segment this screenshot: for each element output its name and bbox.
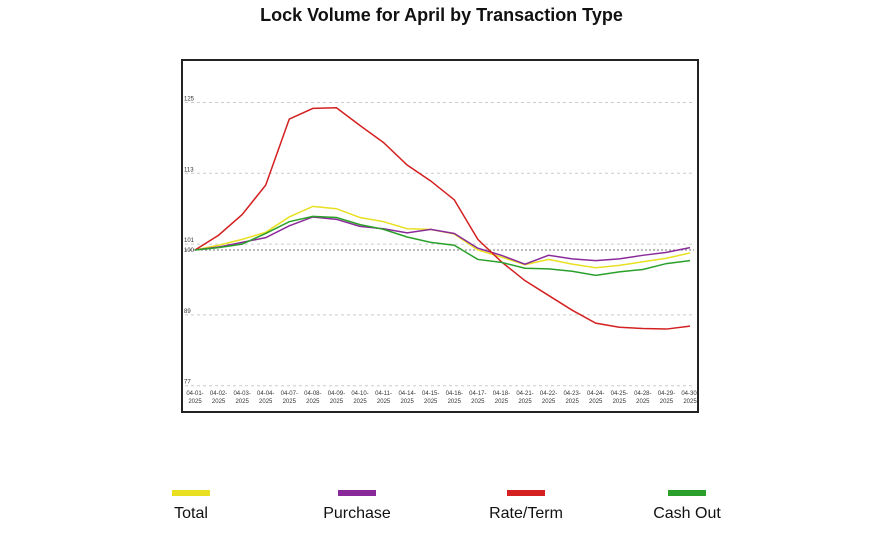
series-line-rate-term [194,107,691,330]
x-tick-label-year: 2025 [565,399,579,405]
chart-title: Lock Volume for April by Transaction Typ… [260,5,623,25]
x-tick-label: 04-03- [233,391,250,397]
x-tick-label: 04-15- [422,391,439,397]
x-tick-label: 04-11- [375,391,392,397]
x-tick-label-year: 2025 [683,399,697,405]
x-tick-label-year: 2025 [613,399,627,405]
line-chart: 77 89 100 101 113 125 04-01- 2025 04-02- 2025 04-0… [181,59,699,413]
x-tick-label-year: 2025 [235,399,249,405]
x-tick-label: 04-14- [398,391,415,397]
x-tick-label: 04-22- [540,391,557,397]
x-tick-label: 04-16- [446,391,463,397]
series-line-cash-out [194,215,691,277]
x-tick-label: 04-30- [681,391,698,397]
y-tick-label: 100 [184,248,195,254]
y-tick-label: 101 [184,238,195,244]
x-tick-label-year: 2025 [636,399,650,405]
x-tick-label-year: 2025 [660,399,674,405]
x-tick-label-year: 2025 [212,399,226,405]
y-tick-label: 113 [184,167,194,173]
legend-item: Rate/Term [466,490,586,523]
legend-swatch [507,490,545,496]
legend-swatch [668,490,706,496]
x-tick-label: 04-08- [304,391,321,397]
x-tick-label-year: 2025 [424,399,438,405]
x-tick-label: 04-23- [563,391,580,397]
x-tick-label: 04-28- [634,391,651,397]
x-tick-label-year: 2025 [448,399,462,405]
x-tick-label-year: 2025 [518,399,532,405]
legend-swatch [338,490,376,496]
legend-item: Total [131,490,251,523]
x-tick-label: 04-02- [210,391,227,397]
y-tick-label: 77 [184,380,191,386]
legend-label: Total [174,505,208,522]
x-tick-label-year: 2025 [330,399,344,405]
legend-item: Purchase [297,490,417,523]
x-tick-label-year: 2025 [283,399,297,405]
series-line-purchase [194,216,691,265]
legend-label: Cash Out [653,505,721,522]
y-tick-label: 125 [184,97,195,103]
x-tick-label: 04-09- [328,391,345,397]
x-tick-label-year: 2025 [495,399,509,405]
x-tick-label: 04-25- [611,391,628,397]
x-tick-label: 04-07- [281,391,298,397]
y-tick-label: 89 [184,309,191,315]
legend-swatch [172,490,210,496]
x-tick-label-year: 2025 [542,399,556,405]
x-tick-label: 04-21- [516,391,533,397]
x-tick-label: 04-01- [186,391,203,397]
x-tick-label-year: 2025 [400,399,414,405]
x-tick-label: 04-29- [658,391,675,397]
x-tick-label: 04-04- [257,391,274,397]
x-tick-label-year: 2025 [589,399,603,405]
legend-label: Purchase [323,505,391,522]
x-tick-label-year: 2025 [353,399,367,405]
x-tick-label-year: 2025 [259,399,273,405]
x-tick-label-year: 2025 [306,399,320,405]
legend-item: Cash Out [627,490,747,523]
x-tick-label: 04-24- [587,391,604,397]
x-tick-label-year: 2025 [377,399,391,405]
x-tick-label-year: 2025 [188,399,202,405]
x-tick-label-year: 2025 [471,399,485,405]
x-tick-label: 04-10- [351,391,368,397]
legend-label: Rate/Term [489,505,563,522]
x-tick-label: 04-18- [493,391,510,397]
x-tick-label: 04-17- [469,391,486,397]
